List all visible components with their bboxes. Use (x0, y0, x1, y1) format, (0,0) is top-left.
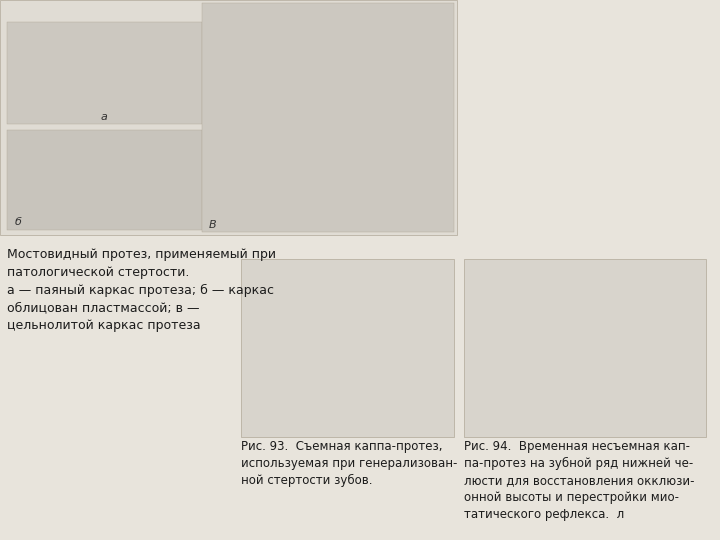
Bar (241, 259, 454, 437)
Text: В: В (209, 219, 217, 230)
Bar (7, 130, 202, 230)
Text: а: а (101, 111, 108, 122)
Bar (7, 22, 202, 124)
Text: Рис. 94.  Временная несъемная кап-
па-протез на зубной ряд нижней че-
люсти для : Рис. 94. Временная несъемная кап- па-про… (464, 440, 695, 521)
Text: Рис. 93.  Съемная каппа-протез,
используемая при генерализован-
ной стертости зу: Рис. 93. Съемная каппа-протез, используе… (241, 440, 458, 487)
Bar (464, 259, 706, 437)
Bar (0, 0, 457, 235)
Text: Мостовидный протез, применяемый при
патологической стертости.
а — паяный каркас : Мостовидный протез, применяемый при пато… (7, 248, 276, 332)
Bar (202, 3, 454, 232)
Text: б: б (14, 217, 22, 227)
